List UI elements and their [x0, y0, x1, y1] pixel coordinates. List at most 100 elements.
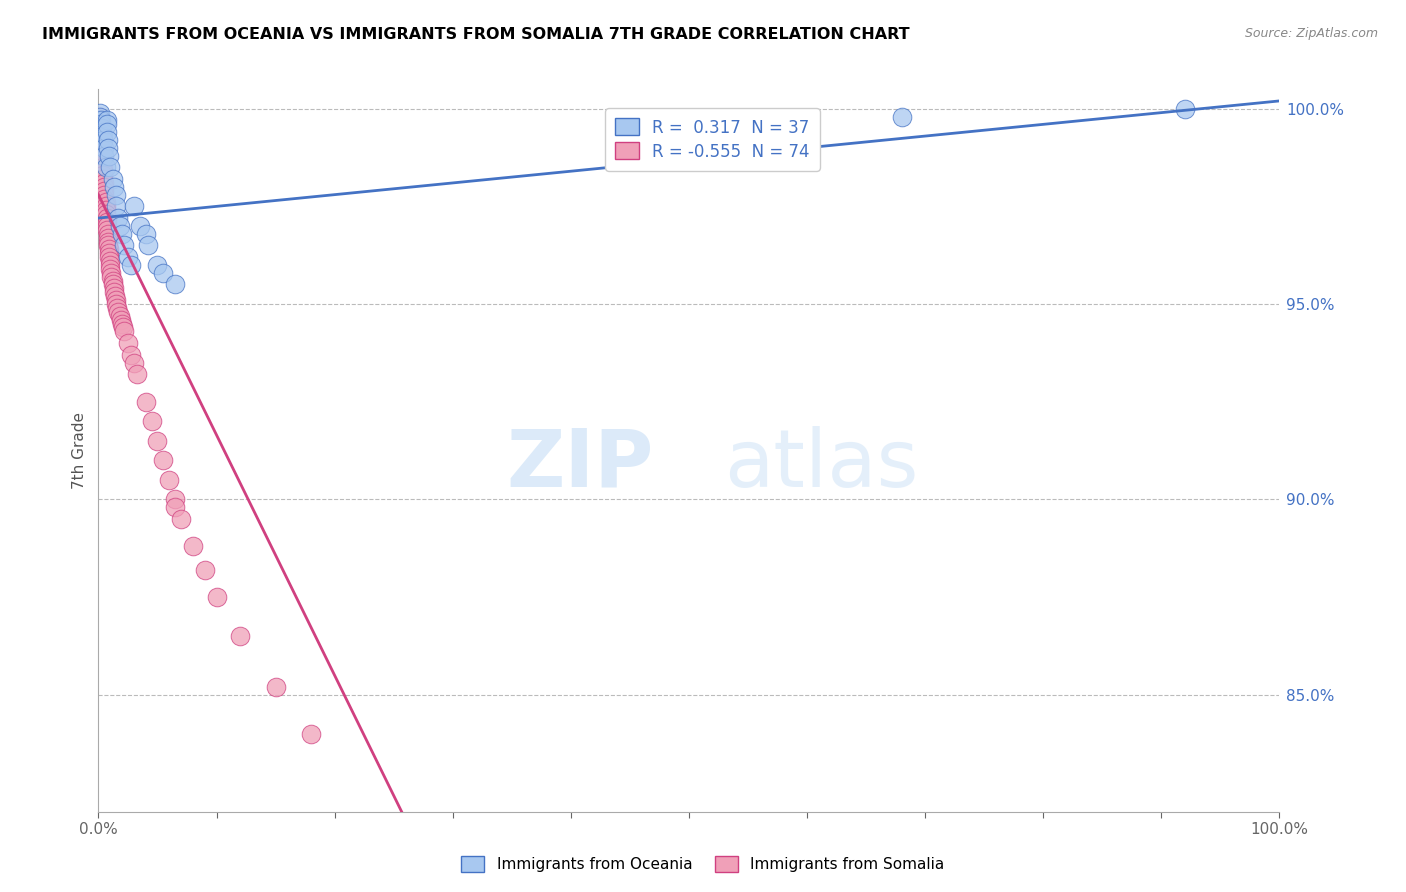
Point [98, 243, 121, 257]
Point [97, 141, 120, 155]
Point [100, 269, 122, 284]
Point [90, 117, 112, 131]
Point [117, 336, 139, 351]
Text: IMMIGRANTS FROM OCEANIA VS IMMIGRANTS FROM SOMALIA 7TH GRADE CORRELATION CHART: IMMIGRANTS FROM OCEANIA VS IMMIGRANTS FR… [42, 27, 910, 42]
Point [91, 121, 114, 136]
Point [91, 153, 114, 167]
Point [93, 176, 115, 190]
Point [98, 161, 121, 175]
Point [229, 629, 252, 643]
Point [87, 110, 110, 124]
Point [165, 500, 187, 514]
Point [90, 113, 112, 128]
Point [94, 207, 117, 221]
Point [91, 172, 114, 186]
Point [165, 492, 187, 507]
Point [97, 235, 120, 249]
Point [93, 141, 115, 155]
Point [93, 148, 115, 162]
Point [205, 590, 228, 604]
Point [105, 293, 128, 307]
Point [97, 133, 120, 147]
Point [103, 285, 125, 300]
Point [121, 258, 143, 272]
Legend: R =  0.317  N = 37, R = -0.555  N = 74: R = 0.317 N = 37, R = -0.555 N = 74 [606, 108, 820, 170]
Point [122, 199, 145, 213]
Point [98, 254, 121, 268]
Text: Source: ZipAtlas.com: Source: ZipAtlas.com [1244, 27, 1378, 40]
Point [90, 133, 112, 147]
Point [108, 309, 131, 323]
Point [112, 320, 135, 334]
Point [96, 113, 118, 128]
Point [93, 184, 115, 198]
Point [96, 219, 118, 233]
Point [103, 179, 125, 194]
Point [93, 179, 115, 194]
Point [89, 125, 111, 139]
Point [97, 227, 120, 241]
Point [96, 117, 118, 131]
Point [1174, 102, 1197, 116]
Point [98, 250, 121, 264]
Point [100, 266, 122, 280]
Point [117, 250, 139, 264]
Point [103, 281, 125, 295]
Point [112, 238, 135, 252]
Point [94, 161, 117, 175]
Point [152, 453, 174, 467]
Point [91, 129, 114, 144]
Point [98, 148, 121, 162]
Point [90, 136, 112, 151]
Point [107, 211, 129, 225]
Point [89, 117, 111, 131]
Point [108, 219, 131, 233]
Point [128, 219, 150, 233]
Point [91, 156, 114, 170]
Point [89, 113, 111, 128]
Point [135, 227, 157, 241]
Point [122, 355, 145, 369]
Point [157, 473, 180, 487]
Point [170, 512, 193, 526]
Text: atlas: atlas [724, 425, 918, 504]
Point [96, 215, 118, 229]
Point [105, 297, 128, 311]
Point [141, 414, 163, 428]
Legend: Immigrants from Oceania, Immigrants from Somalia: Immigrants from Oceania, Immigrants from… [454, 848, 952, 880]
Point [181, 539, 204, 553]
Point [93, 187, 115, 202]
Point [194, 563, 217, 577]
Point [105, 199, 128, 213]
Point [112, 324, 135, 338]
Point [111, 227, 134, 241]
Text: ZIP: ZIP [506, 425, 654, 504]
Point [101, 172, 124, 186]
Point [136, 238, 159, 252]
Point [96, 211, 118, 225]
Point [89, 105, 111, 120]
Point [264, 680, 287, 694]
Point [135, 394, 157, 409]
Point [146, 434, 169, 448]
Point [97, 238, 120, 252]
Point [94, 195, 117, 210]
Point [97, 230, 120, 244]
Point [91, 164, 114, 178]
Point [104, 289, 127, 303]
Point [91, 133, 114, 147]
Point [101, 274, 124, 288]
Y-axis label: 7th Grade: 7th Grade [72, 412, 87, 489]
Point [89, 121, 111, 136]
Point [110, 312, 132, 326]
Point [93, 192, 115, 206]
Point [96, 125, 118, 139]
Point [91, 161, 114, 175]
Point [90, 129, 112, 144]
Point [165, 277, 187, 292]
Point [91, 141, 114, 155]
Point [146, 258, 169, 272]
Point [121, 348, 143, 362]
Point [98, 246, 121, 260]
Point [111, 317, 134, 331]
